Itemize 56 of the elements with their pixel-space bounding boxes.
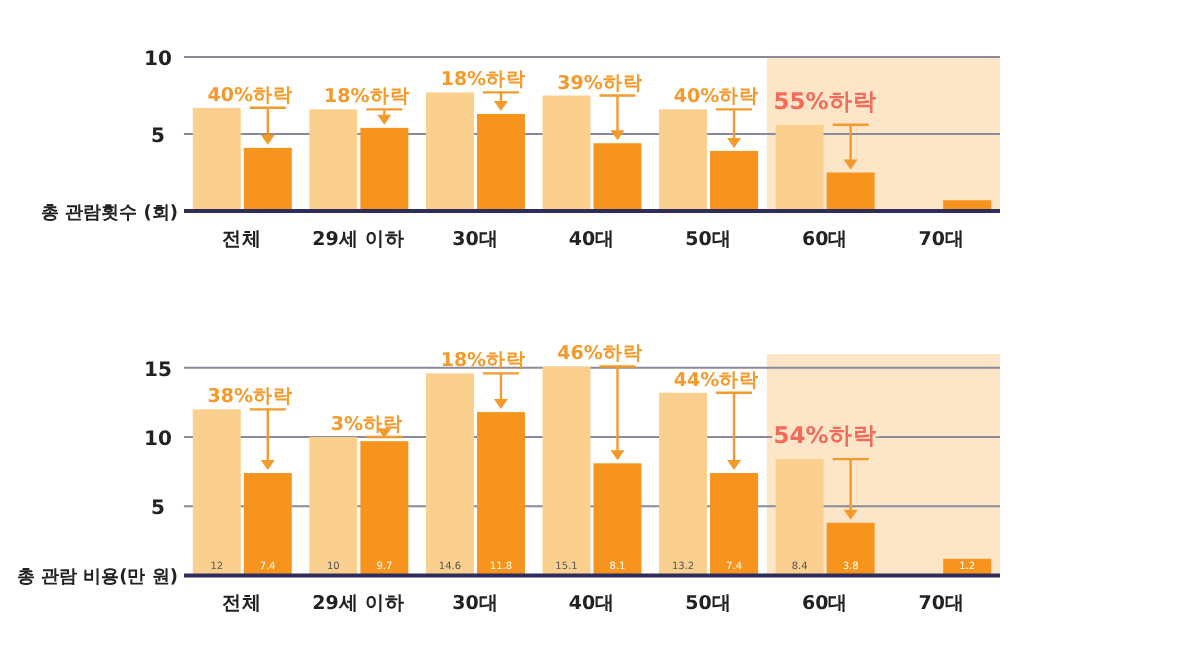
x-tick-label: 60대 bbox=[801, 593, 849, 616]
bar bbox=[425, 92, 474, 211]
bar bbox=[243, 473, 292, 576]
x-tick-label: 전체 bbox=[222, 593, 263, 616]
bar bbox=[243, 147, 292, 211]
bar bbox=[360, 441, 409, 576]
annotation: 18%하락 bbox=[324, 86, 410, 109]
annotation: 18%하락 bbox=[440, 69, 527, 92]
y-tick-label: 10 bbox=[144, 49, 172, 71]
x-tick-label: 30대 bbox=[452, 229, 499, 251]
y-axis-title: 총 관람횟수 (회) bbox=[41, 204, 178, 224]
y-tick-label: 10 bbox=[144, 429, 172, 452]
y-axis-title: 총 관람 비용(만 원) bbox=[16, 568, 178, 589]
annotation: 40%하락 bbox=[673, 86, 760, 109]
bar bbox=[775, 124, 824, 211]
annotation: 40%하락 bbox=[207, 84, 294, 107]
annotation: 46%하락 bbox=[557, 343, 643, 366]
x-tick-label: 70대 bbox=[918, 593, 965, 616]
bar bbox=[476, 113, 525, 211]
bar bbox=[542, 95, 591, 211]
bar bbox=[360, 127, 409, 211]
bar bbox=[309, 109, 358, 211]
x-tick-label: 40대 bbox=[568, 229, 616, 251]
x-tick-label: 29세 이하 bbox=[312, 229, 406, 251]
annotation: 39%하락 bbox=[557, 72, 643, 95]
bar bbox=[659, 109, 708, 211]
annotation: 44%하락 bbox=[673, 369, 760, 392]
bar bbox=[425, 373, 474, 576]
annotation: 55%하락 bbox=[773, 86, 877, 115]
annotation: 18%하락 bbox=[440, 350, 527, 373]
x-tick-label: 70대 bbox=[918, 229, 965, 251]
bar bbox=[826, 172, 875, 211]
bar bbox=[476, 412, 525, 576]
x-tick-label: 60대 bbox=[801, 229, 849, 251]
x-tick-label: 30대 bbox=[452, 593, 499, 616]
bar bbox=[710, 150, 759, 211]
bar bbox=[826, 522, 875, 576]
x-tick-label: 50대 bbox=[685, 229, 732, 251]
x-tick-label: 50대 bbox=[685, 593, 732, 616]
bar bbox=[542, 366, 591, 576]
y-tick-label: 15 bbox=[144, 359, 172, 382]
x-tick-label: 40대 bbox=[568, 593, 616, 616]
bar bbox=[192, 107, 241, 211]
y-tick-label: 5 bbox=[151, 126, 166, 148]
x-tick-label: 29세 이하 bbox=[312, 593, 406, 616]
bar bbox=[775, 459, 824, 576]
y-tick-label: 5 bbox=[151, 498, 166, 521]
bar bbox=[192, 409, 241, 576]
bar bbox=[593, 463, 642, 576]
annotation: 3%하락 bbox=[330, 414, 403, 437]
bar bbox=[710, 473, 759, 576]
bar bbox=[659, 392, 708, 576]
annotation: 38%하락 bbox=[207, 386, 294, 409]
bar bbox=[593, 143, 642, 211]
x-tick-label: 전체 bbox=[222, 229, 263, 251]
bar bbox=[309, 437, 358, 576]
